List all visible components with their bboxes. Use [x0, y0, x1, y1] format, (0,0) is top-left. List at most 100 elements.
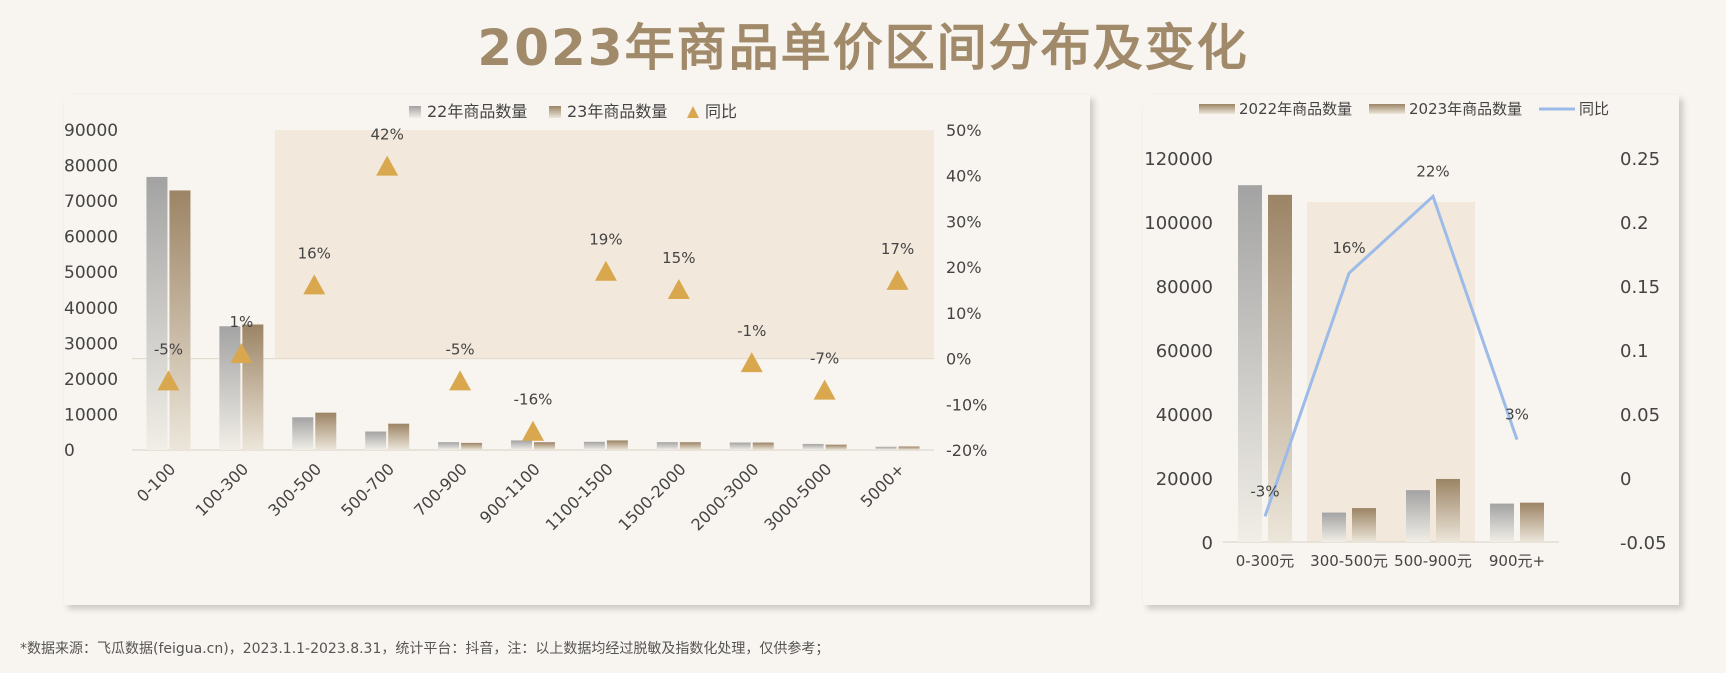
left-tick-label: 90000: [64, 121, 118, 141]
price-range-chart: 90000 80000 70000 60000 50000 40000 30000 20000…: [64, 102, 987, 535]
yoy-label: -5%: [445, 340, 474, 358]
yoy-label: 19%: [589, 231, 622, 249]
left-tick-label: 40000: [1156, 405, 1213, 426]
yoy-label: 17%: [881, 240, 914, 258]
yoy-line: [1263, 193, 1519, 517]
yoy-marker: [230, 343, 253, 363]
bar-23: [825, 444, 847, 450]
right-tick-label: 10%: [946, 304, 982, 323]
left-tick-label: 60000: [1156, 341, 1213, 362]
right-tick-label: 0.1: [1620, 341, 1649, 362]
yoy-label: -1%: [737, 322, 766, 340]
right-tick-label: 50%: [946, 121, 982, 140]
left-tick-label: 0: [1202, 533, 1213, 554]
category-label: 0-100: [133, 459, 179, 505]
legend-swatch-2022: [1199, 104, 1235, 114]
left-tick-label: 20000: [1156, 469, 1213, 490]
bar-22: [146, 176, 168, 450]
yoy-marker: [886, 269, 909, 290]
legend-swatch-22: [409, 106, 421, 118]
bar-2023: [1352, 508, 1376, 542]
yoy-marker: [522, 420, 544, 441]
category-label: 900-1100: [476, 459, 544, 527]
category-label: 3000-5000: [760, 459, 835, 534]
bar-22: [875, 446, 897, 450]
bar-23: [606, 440, 628, 450]
bar-2022: [1322, 512, 1346, 542]
category-label: 900元+: [1489, 552, 1545, 570]
bar-2023: [1520, 502, 1544, 542]
legend-label-22: 22年商品数量: [427, 102, 527, 121]
left-tick-label: 120000: [1144, 149, 1213, 170]
bar-2023: [1268, 194, 1292, 543]
category-label: 300-500: [264, 459, 325, 520]
left-tick-label: 20000: [64, 370, 118, 390]
legend-swatch-2023: [1369, 104, 1405, 114]
left-tick-label: 10000: [64, 405, 118, 425]
legend-label-23: 23年商品数量: [567, 102, 667, 121]
category-label: 1500-2000: [615, 459, 690, 534]
right-tick-label: 0%: [946, 350, 971, 369]
left-tick-label: 40000: [64, 299, 118, 319]
grouped-price-chart-panel: 120000 100000 80000 60000 40000 20000 0 0.25 0.2…: [1143, 95, 1679, 605]
category-label: 700-900: [410, 459, 471, 520]
right-tick-label: -20%: [946, 441, 987, 460]
left-tick-label: 80000: [64, 157, 118, 177]
right-tick-label: 0.2: [1620, 213, 1649, 234]
yoy-label: 22%: [1416, 162, 1449, 180]
right-tick-label: -0.05: [1620, 533, 1667, 554]
bar-23: [679, 442, 701, 450]
yoy-label: 16%: [298, 244, 331, 262]
bar-23: [242, 324, 264, 450]
category-label: 500-700: [337, 459, 398, 520]
bar-22: [802, 443, 824, 450]
page-title: 2023年商品单价区间分布及变化: [477, 19, 1249, 77]
yoy-label: -7%: [810, 350, 839, 368]
yoy-label: -16%: [514, 391, 553, 409]
bar-23: [752, 442, 774, 450]
bar-2022: [1238, 185, 1262, 542]
right-tick-label: 40%: [946, 167, 982, 186]
left-tick-label: 70000: [64, 192, 118, 212]
category-label: 0-300元: [1236, 552, 1295, 570]
right-tick-label: 0.15: [1620, 277, 1660, 298]
category-label: 500-900元: [1394, 552, 1472, 570]
price-range-chart-panel: 90000 80000 70000 60000 50000 40000 30000 20000…: [64, 95, 1090, 605]
category-label: 300-500元: [1310, 552, 1388, 570]
right-tick-label: 0.25: [1620, 149, 1660, 170]
yoy-label: 1%: [229, 313, 253, 331]
footnote: *数据来源：飞瓜数据(feigua.cn)，2023.1.1-2023.8.31…: [20, 641, 830, 657]
bar-22: [729, 442, 751, 450]
bar-2022: [1490, 503, 1514, 542]
legend-label-2022: 2022年商品数量: [1239, 100, 1352, 118]
bar-23: [315, 412, 337, 450]
legend-label-2023: 2023年商品数量: [1409, 100, 1522, 118]
legend-label-yoy: 同比: [705, 102, 737, 121]
category-label: 5000+: [857, 459, 909, 511]
yoy-label: 42%: [371, 126, 404, 144]
right-tick-label: 20%: [946, 258, 982, 277]
yoy-marker: [157, 370, 180, 391]
left-tick-label: 30000: [64, 334, 118, 354]
yoy-marker: [667, 279, 690, 299]
right-tick-label: 0: [1620, 469, 1631, 490]
yoy-marker: [449, 370, 472, 391]
category-label: 1100-1500: [542, 459, 617, 534]
bar-23: [169, 190, 191, 450]
legend-swatch-23: [549, 106, 561, 118]
legend-label-yoy: 同比: [1579, 100, 1609, 118]
grouped-price-chart: 120000 100000 80000 60000 40000 20000 0 0.25 0.2…: [1144, 100, 1667, 570]
yoy-label: 16%: [1332, 239, 1365, 257]
right-tick-label: 30%: [946, 212, 982, 231]
bar-22: [365, 431, 387, 450]
bar-22: [292, 417, 314, 450]
yoy-marker: [740, 352, 763, 373]
bar-22: [219, 326, 241, 450]
yoy-label: 3%: [1505, 406, 1529, 424]
left-tick-label: 50000: [64, 263, 118, 283]
bar-22: [438, 442, 460, 450]
yoy-marker: [594, 260, 617, 281]
bar-22: [656, 442, 678, 450]
yoy-label: -3%: [1250, 482, 1279, 500]
left-tick-label: 80000: [1156, 277, 1213, 298]
